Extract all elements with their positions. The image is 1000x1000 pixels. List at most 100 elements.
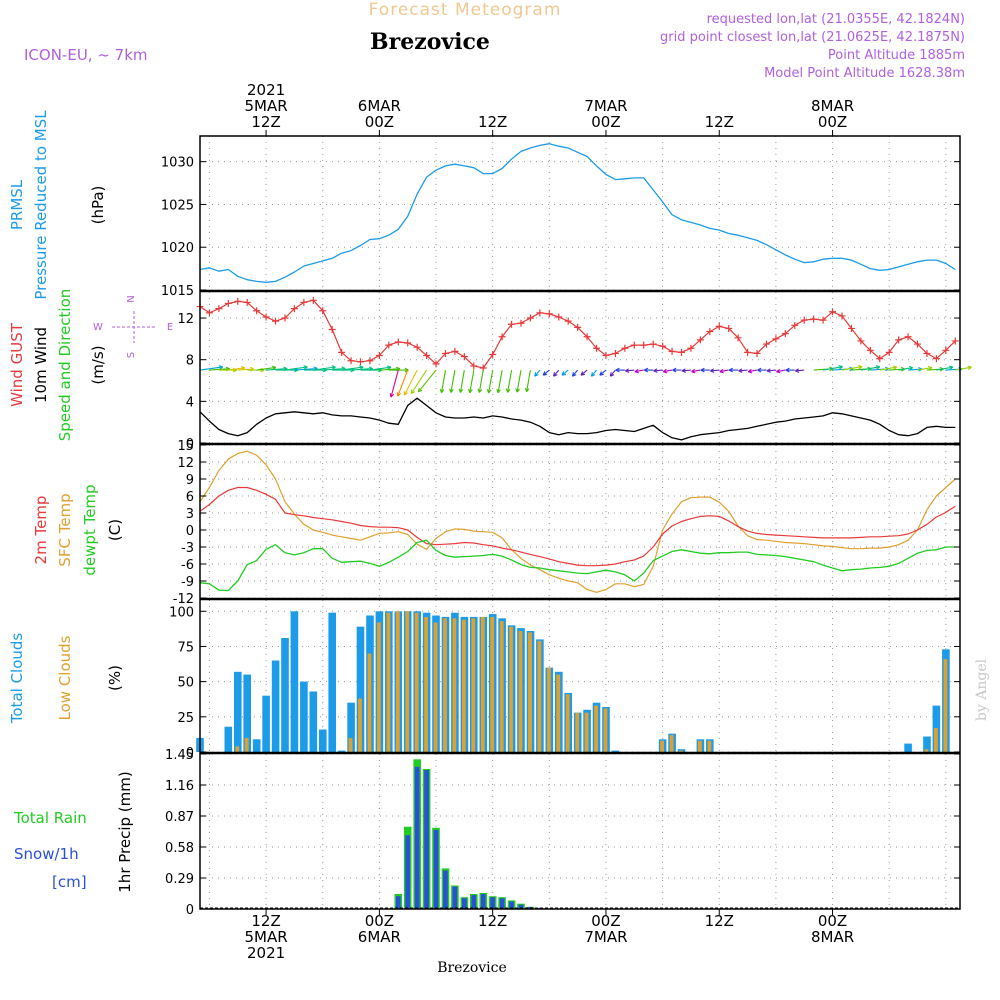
wind-arrow bbox=[936, 365, 954, 371]
wind-arrow bbox=[417, 369, 437, 393]
low-cloud-bar bbox=[433, 622, 438, 752]
series-sfc-temp bbox=[199, 450, 956, 593]
low-cloud-bar bbox=[414, 612, 419, 752]
y-tick-label: -6 bbox=[181, 558, 194, 573]
snow-bar bbox=[395, 896, 401, 909]
snow-bar bbox=[443, 870, 448, 909]
compass-e: E bbox=[167, 322, 173, 333]
y-tick-label: 1015 bbox=[161, 284, 194, 299]
wind-arrow bbox=[757, 367, 767, 373]
wind-arrow bbox=[879, 365, 898, 371]
panel-title-line: 2m Temp bbox=[32, 496, 50, 565]
y-tick-label: -12 bbox=[173, 592, 194, 607]
gust-marker bbox=[489, 350, 497, 358]
total-cloud-bar bbox=[252, 739, 261, 752]
gust-marker bbox=[536, 309, 544, 317]
wind-arrow bbox=[542, 369, 550, 376]
wind-arrow bbox=[403, 369, 418, 396]
wind-arrow bbox=[609, 369, 616, 377]
top-time-label: 12Z bbox=[705, 113, 734, 131]
y-tick-label: 1.45 bbox=[165, 748, 194, 763]
gust-marker bbox=[508, 320, 516, 328]
total-cloud-bar bbox=[328, 612, 336, 752]
gust-marker bbox=[687, 344, 695, 352]
model-altitude: Model Point Altitude 1628.38m bbox=[764, 66, 965, 81]
gust-marker bbox=[555, 313, 563, 321]
low-cloud-bar bbox=[669, 735, 674, 752]
low-cloud-bar bbox=[537, 640, 542, 752]
snow-bar bbox=[452, 886, 458, 909]
total-cloud-bar bbox=[300, 681, 308, 752]
wind-arrow bbox=[477, 370, 484, 393]
top-time-label: 6MAR bbox=[358, 97, 401, 115]
low-cloud-bar bbox=[934, 728, 938, 752]
low-cloud-bar bbox=[443, 618, 447, 752]
bottom-time-label: 7MAR bbox=[584, 928, 627, 946]
top-time-label: 00Z bbox=[365, 113, 394, 131]
y-tick-label: 1.16 bbox=[165, 779, 194, 794]
y-tick-label: 3 bbox=[186, 507, 194, 522]
gust-marker bbox=[914, 340, 922, 348]
top-time-label: 5MAR bbox=[245, 97, 288, 115]
y-tick-label: 1025 bbox=[161, 198, 194, 213]
wind-arrow bbox=[486, 370, 494, 394]
top-time-label: 7MAR bbox=[584, 97, 627, 115]
gust-marker bbox=[895, 336, 903, 344]
wind-arrow bbox=[505, 370, 513, 393]
watermark: by Angel bbox=[974, 658, 990, 721]
gust-marker bbox=[602, 352, 610, 360]
low-cloud-bar bbox=[547, 667, 551, 752]
panel-unit: 1hr Precip (mm) bbox=[116, 771, 134, 892]
top-time-label: 12Z bbox=[251, 113, 280, 131]
gust-marker bbox=[677, 348, 685, 356]
series-2m-temp bbox=[199, 486, 956, 567]
gust-marker bbox=[224, 299, 232, 307]
y-tick-label: 9 bbox=[186, 473, 194, 488]
top-time-label: 8MAR bbox=[811, 97, 854, 115]
gust-marker bbox=[649, 340, 657, 348]
wind-arrow bbox=[653, 368, 663, 373]
gust-marker bbox=[243, 298, 251, 306]
gust-marker bbox=[621, 344, 629, 352]
top-time-label: 00Z bbox=[818, 113, 847, 131]
gust-marker bbox=[347, 357, 355, 365]
wind-arrow bbox=[747, 368, 758, 374]
total-cloud-bar bbox=[271, 660, 280, 752]
precip-rain-label: Total Rain bbox=[13, 809, 87, 827]
total-cloud-bar bbox=[337, 750, 346, 752]
gust-marker bbox=[847, 324, 855, 332]
total-cloud-bar bbox=[319, 729, 327, 752]
y-tick-label: 0 bbox=[186, 746, 194, 761]
bottom-time-label: 12Z bbox=[478, 912, 507, 930]
wind-arrow bbox=[580, 369, 588, 376]
snow-bar bbox=[509, 901, 514, 909]
low-cloud-bar bbox=[367, 653, 372, 752]
wind-arrow bbox=[496, 370, 503, 394]
wind-arrow bbox=[625, 368, 635, 373]
snow-bar bbox=[414, 766, 420, 909]
gust-marker bbox=[866, 346, 874, 354]
product-title: Forecast Meteogram bbox=[369, 0, 562, 20]
wind-arrow bbox=[795, 368, 805, 373]
low-cloud-bar bbox=[594, 705, 598, 752]
low-cloud-bar bbox=[575, 712, 580, 752]
y-tick-label: 75 bbox=[177, 640, 194, 655]
gust-marker bbox=[470, 362, 478, 370]
gust-marker bbox=[876, 355, 884, 363]
panel-frames bbox=[199, 135, 961, 910]
low-cloud-bar bbox=[471, 618, 476, 752]
wind-arrow bbox=[823, 364, 843, 371]
total-cloud-bar bbox=[243, 674, 251, 752]
low-cloud-bar bbox=[679, 750, 683, 752]
wind-arrow bbox=[553, 369, 560, 377]
top-time-label: 2021 bbox=[247, 81, 285, 99]
gust-marker bbox=[951, 337, 959, 345]
gust-marker bbox=[762, 340, 770, 348]
gust-marker bbox=[432, 360, 440, 368]
panel-titles: PRMSL Pressure Reduced to MSL (hPa) Wind GU… bbox=[8, 110, 173, 893]
y-tick-label: -9 bbox=[181, 575, 194, 590]
footer-location: Brezovice bbox=[437, 960, 507, 976]
low-cloud-bar bbox=[490, 616, 495, 752]
total-cloud-bar bbox=[281, 638, 289, 752]
gust-marker bbox=[498, 333, 506, 341]
